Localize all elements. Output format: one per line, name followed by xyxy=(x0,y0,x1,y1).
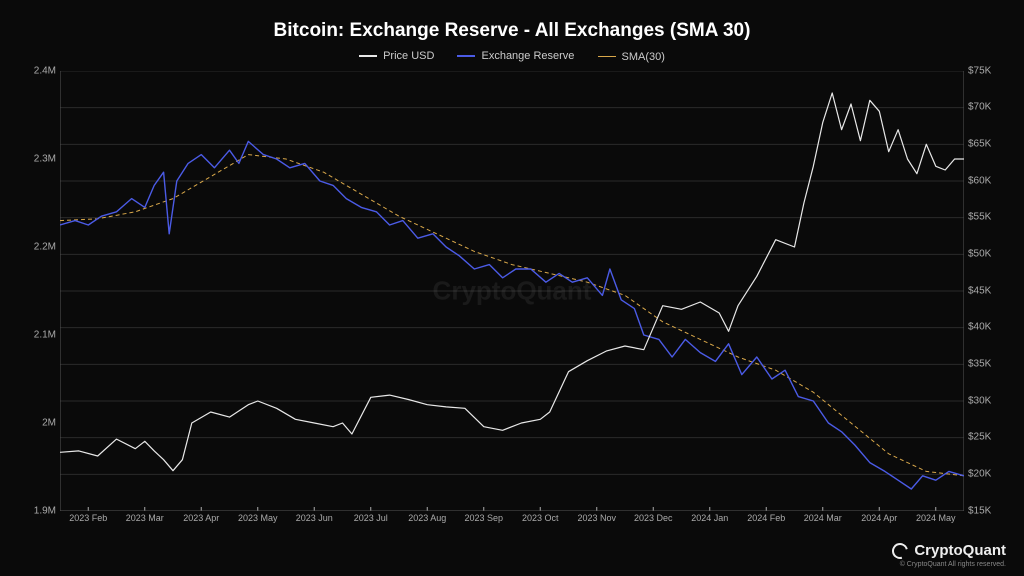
x-tick: 2024 May xyxy=(916,513,956,523)
y-right-tick: $25K xyxy=(968,432,1010,443)
y-right-tick: $60K xyxy=(968,175,1010,186)
x-tick: 2023 Dec xyxy=(634,513,673,523)
y-right-tick: $55K xyxy=(968,212,1010,223)
y-right-tick: $65K xyxy=(968,138,1010,149)
y-left-tick: 2M xyxy=(18,417,56,428)
y-right-tick: $30K xyxy=(968,395,1010,406)
legend-swatch-price xyxy=(359,55,377,57)
y-right-tick: $75K xyxy=(968,65,1010,76)
y-right-tick: $45K xyxy=(968,285,1010,296)
legend-label: SMA(30) xyxy=(622,51,665,63)
x-tick: 2023 Apr xyxy=(183,513,219,523)
y-left-tick: 2.4M xyxy=(18,65,56,76)
legend-label: Price USD xyxy=(383,50,434,62)
x-tick: 2023 Feb xyxy=(69,513,107,523)
y-left-tick: 1.9M xyxy=(18,505,56,516)
x-tick: 2023 Jun xyxy=(296,513,333,523)
legend-item-price: Price USD xyxy=(359,50,434,62)
legend-item-sma: SMA(30) xyxy=(598,51,665,63)
y-left-axis: 1.9M2M2.1M2.2M2.3M2.4M xyxy=(18,71,56,511)
x-tick: 2023 Oct xyxy=(522,513,559,523)
brand-name: CryptoQuant xyxy=(914,542,1006,559)
brand-block: CryptoQuant © CryptoQuant All rights res… xyxy=(892,542,1006,568)
y-right-tick: $20K xyxy=(968,468,1010,479)
plot-svg xyxy=(60,71,964,511)
x-tick: 2024 Mar xyxy=(804,513,842,523)
y-left-tick: 2.1M xyxy=(18,329,56,340)
logo-icon xyxy=(889,540,911,562)
x-axis: 2023 Feb 2023 Mar 2023 Apr 2023 May 2023 Jun… xyxy=(60,513,964,529)
brand-copyright: © CryptoQuant All rights reserved. xyxy=(892,561,1006,568)
y-right-tick: $70K xyxy=(968,102,1010,113)
legend-swatch-sma xyxy=(598,56,616,57)
x-tick: 2023 Nov xyxy=(577,513,616,523)
chart-title: Bitcoin: Exchange Reserve - All Exchange… xyxy=(10,20,1014,42)
y-right-axis: $15K$20K$25K$30K$35K$40K$45K$50K$55K$60K… xyxy=(968,71,1010,511)
legend-swatch-reserve xyxy=(457,55,475,57)
x-tick: 2023 Mar xyxy=(126,513,164,523)
legend: Price USD Exchange Reserve SMA(30) xyxy=(10,48,1014,63)
x-tick: 2024 Jan xyxy=(691,513,728,523)
x-tick: 2024 Feb xyxy=(747,513,785,523)
y-right-tick: $35K xyxy=(968,358,1010,369)
legend-label: Exchange Reserve xyxy=(481,50,574,62)
y-right-tick: $15K xyxy=(968,505,1010,516)
x-tick: 2023 Sep xyxy=(464,513,503,523)
y-right-tick: $50K xyxy=(968,248,1010,259)
legend-item-reserve: Exchange Reserve xyxy=(457,50,574,62)
y-right-tick: $40K xyxy=(968,322,1010,333)
y-left-tick: 2.3M xyxy=(18,153,56,164)
x-tick: 2023 Aug xyxy=(408,513,446,523)
x-tick: 2023 May xyxy=(238,513,278,523)
brand-logo: CryptoQuant xyxy=(892,542,1006,559)
x-tick: 2023 Jul xyxy=(354,513,388,523)
y-left-tick: 2.2M xyxy=(18,241,56,252)
chart-container: Bitcoin: Exchange Reserve - All Exchange… xyxy=(0,0,1024,576)
x-tick: 2024 Apr xyxy=(861,513,897,523)
plot-area: CryptoQuant 1.9M2M2.1M2.2M2.3M2.4M $15K$… xyxy=(60,71,964,511)
